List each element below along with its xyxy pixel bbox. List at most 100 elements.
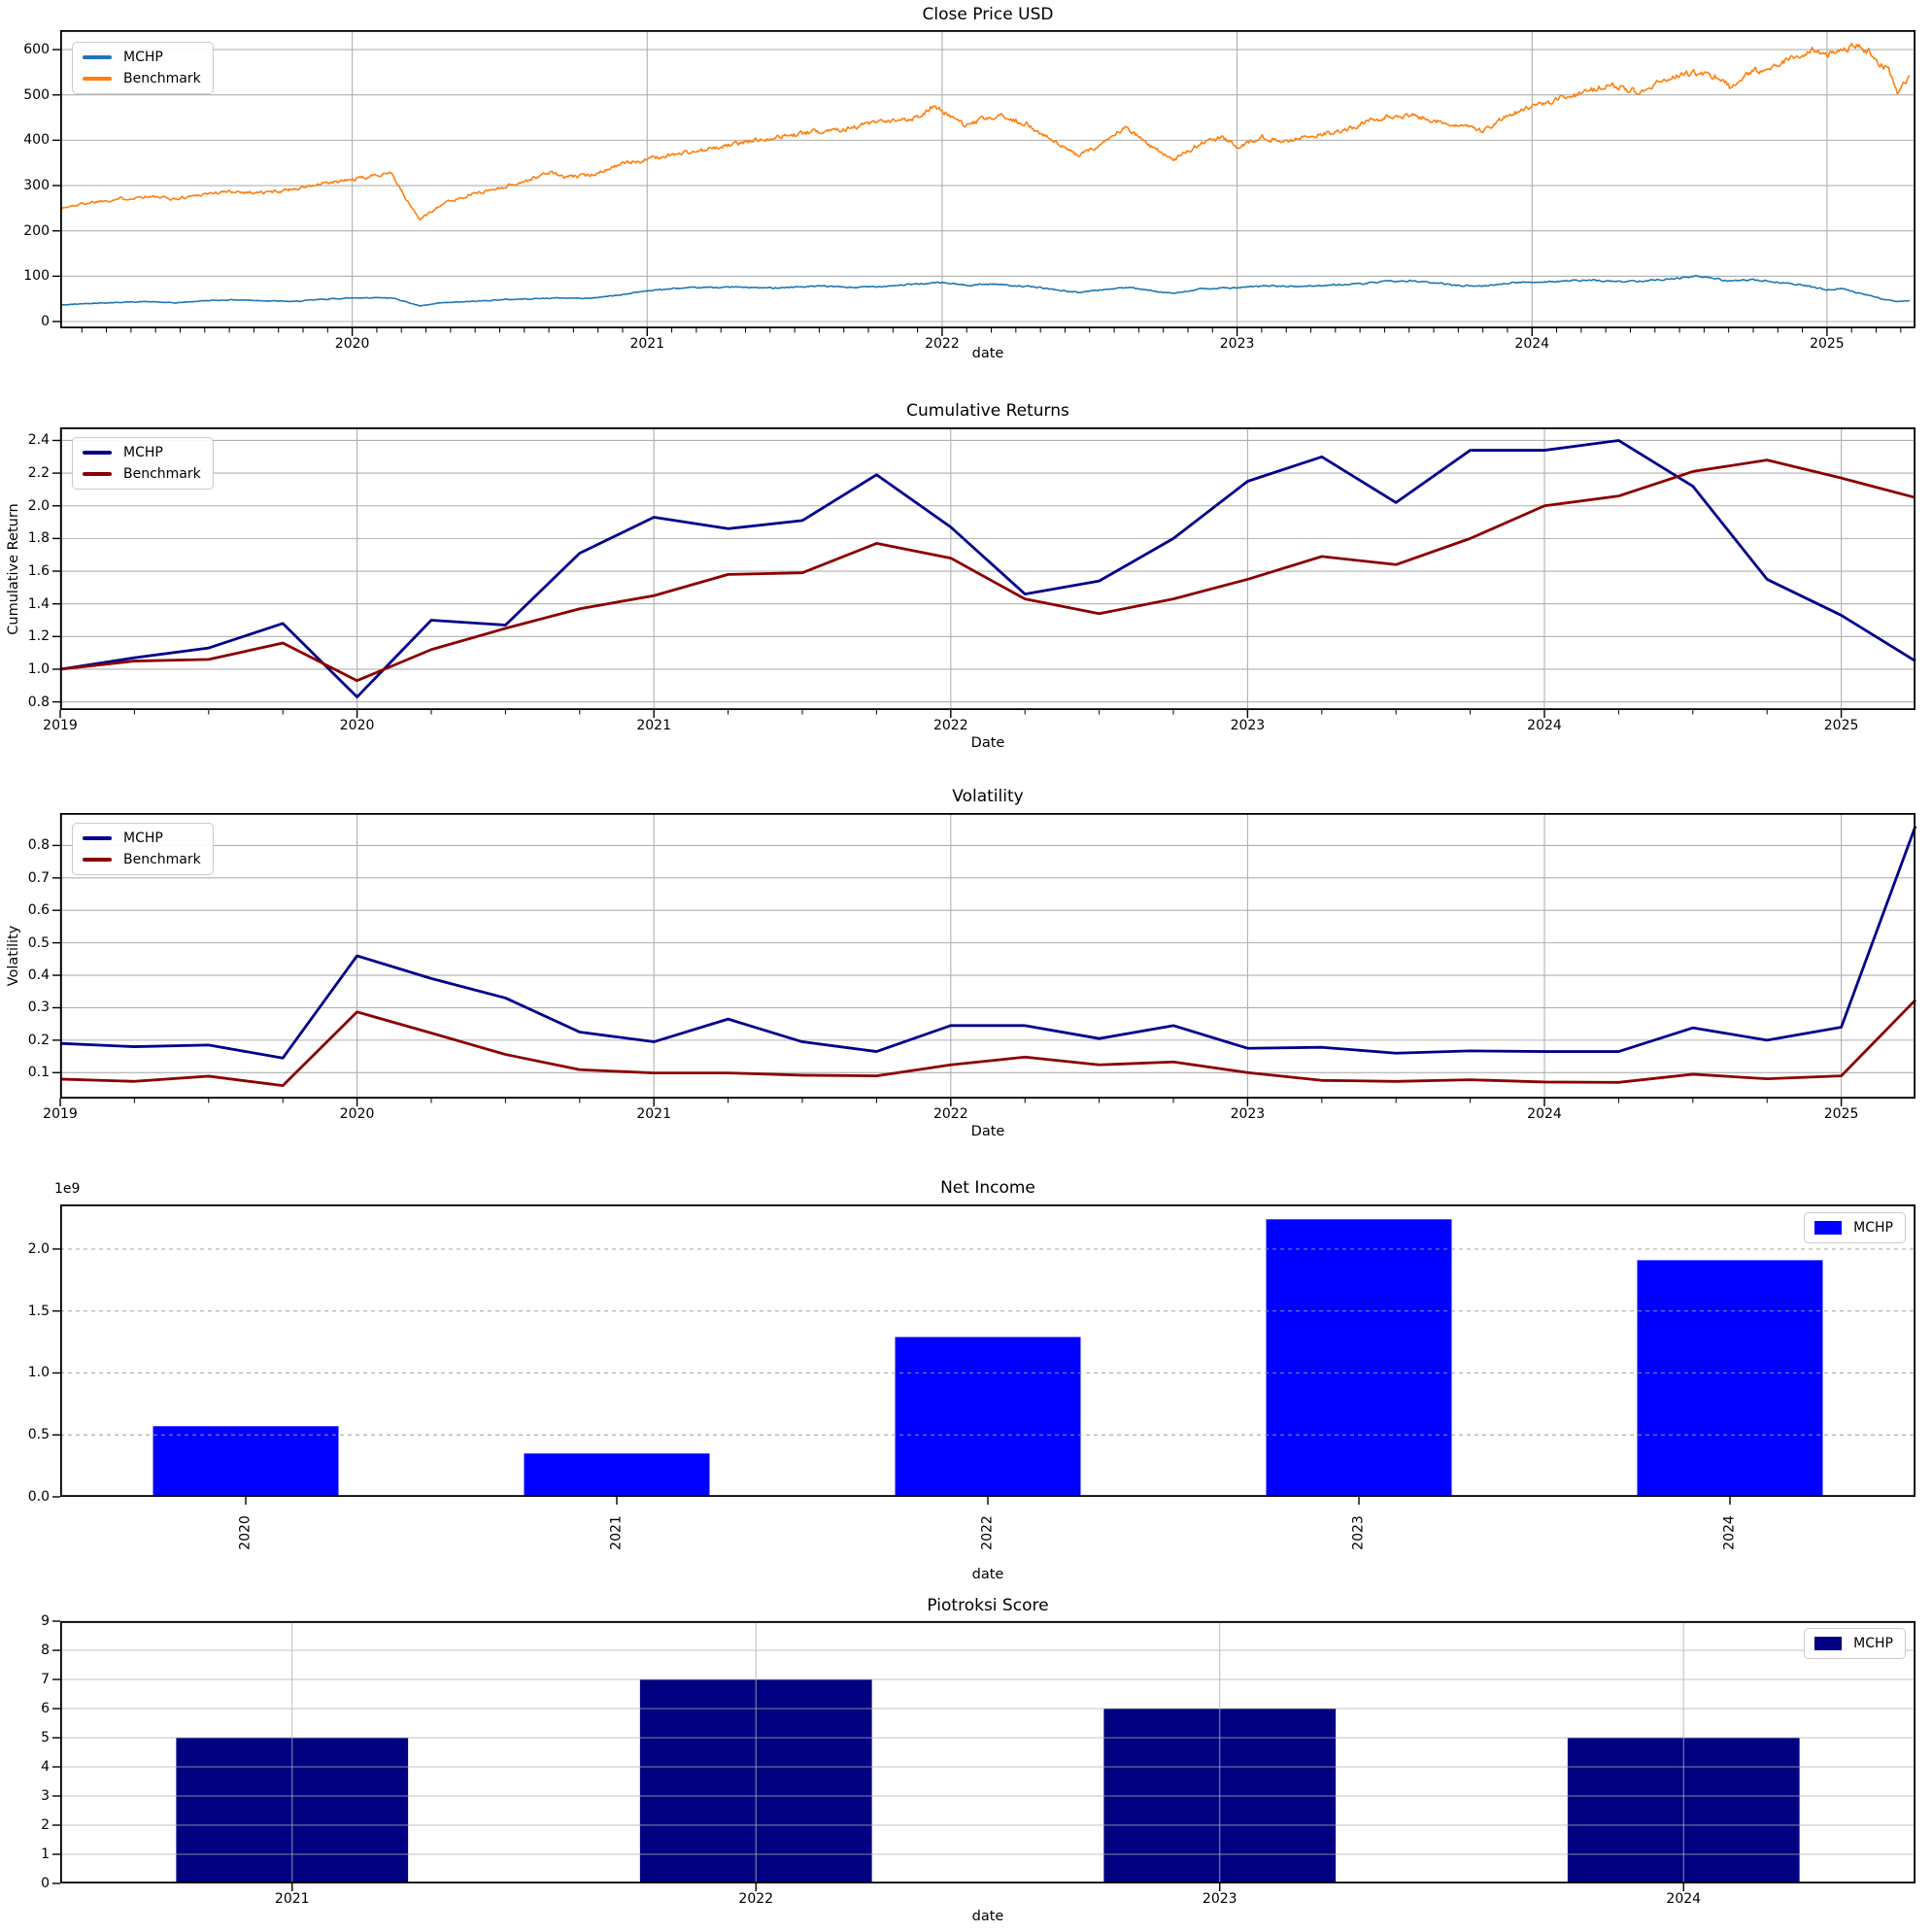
legend-item: MCHP xyxy=(83,445,201,460)
y-tick-label: 2.0 xyxy=(27,1240,50,1257)
legend-label: MCHP xyxy=(1853,1636,1893,1651)
y-tick-label: 0.7 xyxy=(27,869,50,886)
legend-item: MCHP xyxy=(83,830,201,846)
y-tick-label: 0.5 xyxy=(27,934,50,951)
legend: MCHP Benchmark xyxy=(72,437,214,490)
series-mchp xyxy=(59,825,1917,1060)
y-tick-label: 1.0 xyxy=(27,661,50,677)
y-tick-label: 9 xyxy=(41,1613,50,1629)
y-tick-label: 0.6 xyxy=(27,902,50,919)
y-tick-label: 1.2 xyxy=(27,628,50,645)
legend-line-swatch-icon xyxy=(83,77,112,81)
x-axis-label: date xyxy=(971,1909,1004,1924)
x-axis-label: Date xyxy=(970,735,1005,751)
x-axis-label: date xyxy=(971,1567,1004,1582)
y-tick-label: 2.2 xyxy=(27,465,50,482)
bar-2023 xyxy=(1266,1219,1452,1497)
legend-square-swatch-icon xyxy=(1814,1221,1843,1235)
series-benchmark xyxy=(59,42,1911,221)
bar-2024 xyxy=(1637,1260,1823,1497)
x-tick-label: 2025 xyxy=(1823,1106,1859,1122)
x-tick-label: 2023 xyxy=(1230,1106,1266,1122)
legend: MCHP xyxy=(1804,1212,1906,1243)
y-tick-label: 100 xyxy=(23,268,50,285)
bar-2020 xyxy=(153,1426,339,1497)
legend: MCHP Benchmark xyxy=(72,42,214,94)
legend-label: MCHP xyxy=(1853,1220,1893,1236)
legend-line-swatch-icon xyxy=(83,55,112,59)
x-axis-label: Date xyxy=(970,1124,1005,1139)
x-tick-label: 2025 xyxy=(1823,718,1859,733)
y-tick-label: 1.5 xyxy=(27,1303,50,1319)
y-tick-label: 1.0 xyxy=(27,1365,50,1381)
x-tick-label: 2019 xyxy=(43,718,78,733)
piotroski-score-plot-area xyxy=(52,1620,1915,1891)
y-tick-label: 0.4 xyxy=(27,967,50,984)
x-tick-label: 2020 xyxy=(339,1106,375,1122)
legend-item: MCHP xyxy=(1814,1636,1893,1651)
legend-label: Benchmark xyxy=(123,71,201,86)
legend-line-swatch-icon xyxy=(83,836,112,840)
legend-item: Benchmark xyxy=(83,466,201,482)
y-tick-label: 3 xyxy=(41,1788,50,1804)
y-tick-label: 200 xyxy=(23,222,50,239)
y-tick-label: 500 xyxy=(23,86,50,103)
x-tick-label: 2024 xyxy=(1666,1891,1702,1907)
y-tick-label: 8 xyxy=(41,1643,50,1658)
x-tick-label: 2022 xyxy=(738,1891,774,1907)
y-tick-label: 6 xyxy=(41,1701,50,1716)
legend-item: MCHP xyxy=(83,50,201,65)
legend-label: MCHP xyxy=(123,830,163,846)
y-tick-label: 1.4 xyxy=(27,595,50,612)
y-tick-label: 1.6 xyxy=(27,563,50,580)
legend: MCHP xyxy=(1804,1628,1906,1659)
y-tick-label: 0 xyxy=(41,1876,50,1891)
x-tick-label: 2021 xyxy=(636,1106,671,1122)
legend-item: MCHP xyxy=(1814,1220,1893,1236)
net-income-plot-area xyxy=(52,1203,1915,1505)
x-tick-label: 2022 xyxy=(932,1106,968,1122)
chart-title: Piotroksi Score xyxy=(927,1596,1049,1615)
y-tick-label: 2.4 xyxy=(27,432,50,449)
y-tick-label: 0.8 xyxy=(27,837,50,854)
legend-label: Benchmark xyxy=(123,466,201,482)
y-tick-label: 1 xyxy=(41,1847,50,1862)
x-tick-label: 2022 xyxy=(932,718,968,733)
x-tick-label: 2023 xyxy=(1202,1891,1237,1907)
x-tick-label: 2021 xyxy=(636,718,671,733)
legend-square-swatch-icon xyxy=(1814,1637,1843,1650)
volatility-plot-area xyxy=(52,812,1917,1106)
bar-2022 xyxy=(895,1337,1081,1497)
y-tick-label: 0 xyxy=(41,314,50,329)
close-price-plot-area xyxy=(52,29,1915,336)
y-tick-label: 2.0 xyxy=(27,497,50,514)
series-mchp xyxy=(59,439,1916,698)
x-tick-label: 2020 xyxy=(339,718,375,733)
series-benchmark xyxy=(59,458,1916,683)
x-tick-label: 2023 xyxy=(1219,336,1255,352)
legend-label: Benchmark xyxy=(123,852,201,867)
x-tick-label: 2019 xyxy=(43,1106,78,1122)
x-tick-label: 2024 xyxy=(1527,1106,1562,1122)
y-tick-label: 2 xyxy=(41,1817,50,1833)
chart-title: Close Price USD xyxy=(922,5,1054,24)
legend-item: Benchmark xyxy=(83,71,201,86)
y-tick-label: 0.2 xyxy=(27,1032,50,1048)
legend: MCHP Benchmark xyxy=(72,823,214,875)
x-axis-label: date xyxy=(971,346,1004,361)
x-tick-label: 2023 xyxy=(1230,718,1266,733)
legend-line-swatch-icon xyxy=(83,451,112,455)
y-tick-label: 0.5 xyxy=(27,1427,50,1443)
legend-line-swatch-icon xyxy=(83,472,112,476)
legend-label: MCHP xyxy=(123,445,163,460)
x-tick-label: 2024 xyxy=(1527,718,1562,733)
y-tick-label: 0.3 xyxy=(27,1000,50,1016)
x-tick-label: 2022 xyxy=(925,336,960,352)
y-tick-label: 0.8 xyxy=(27,694,50,710)
